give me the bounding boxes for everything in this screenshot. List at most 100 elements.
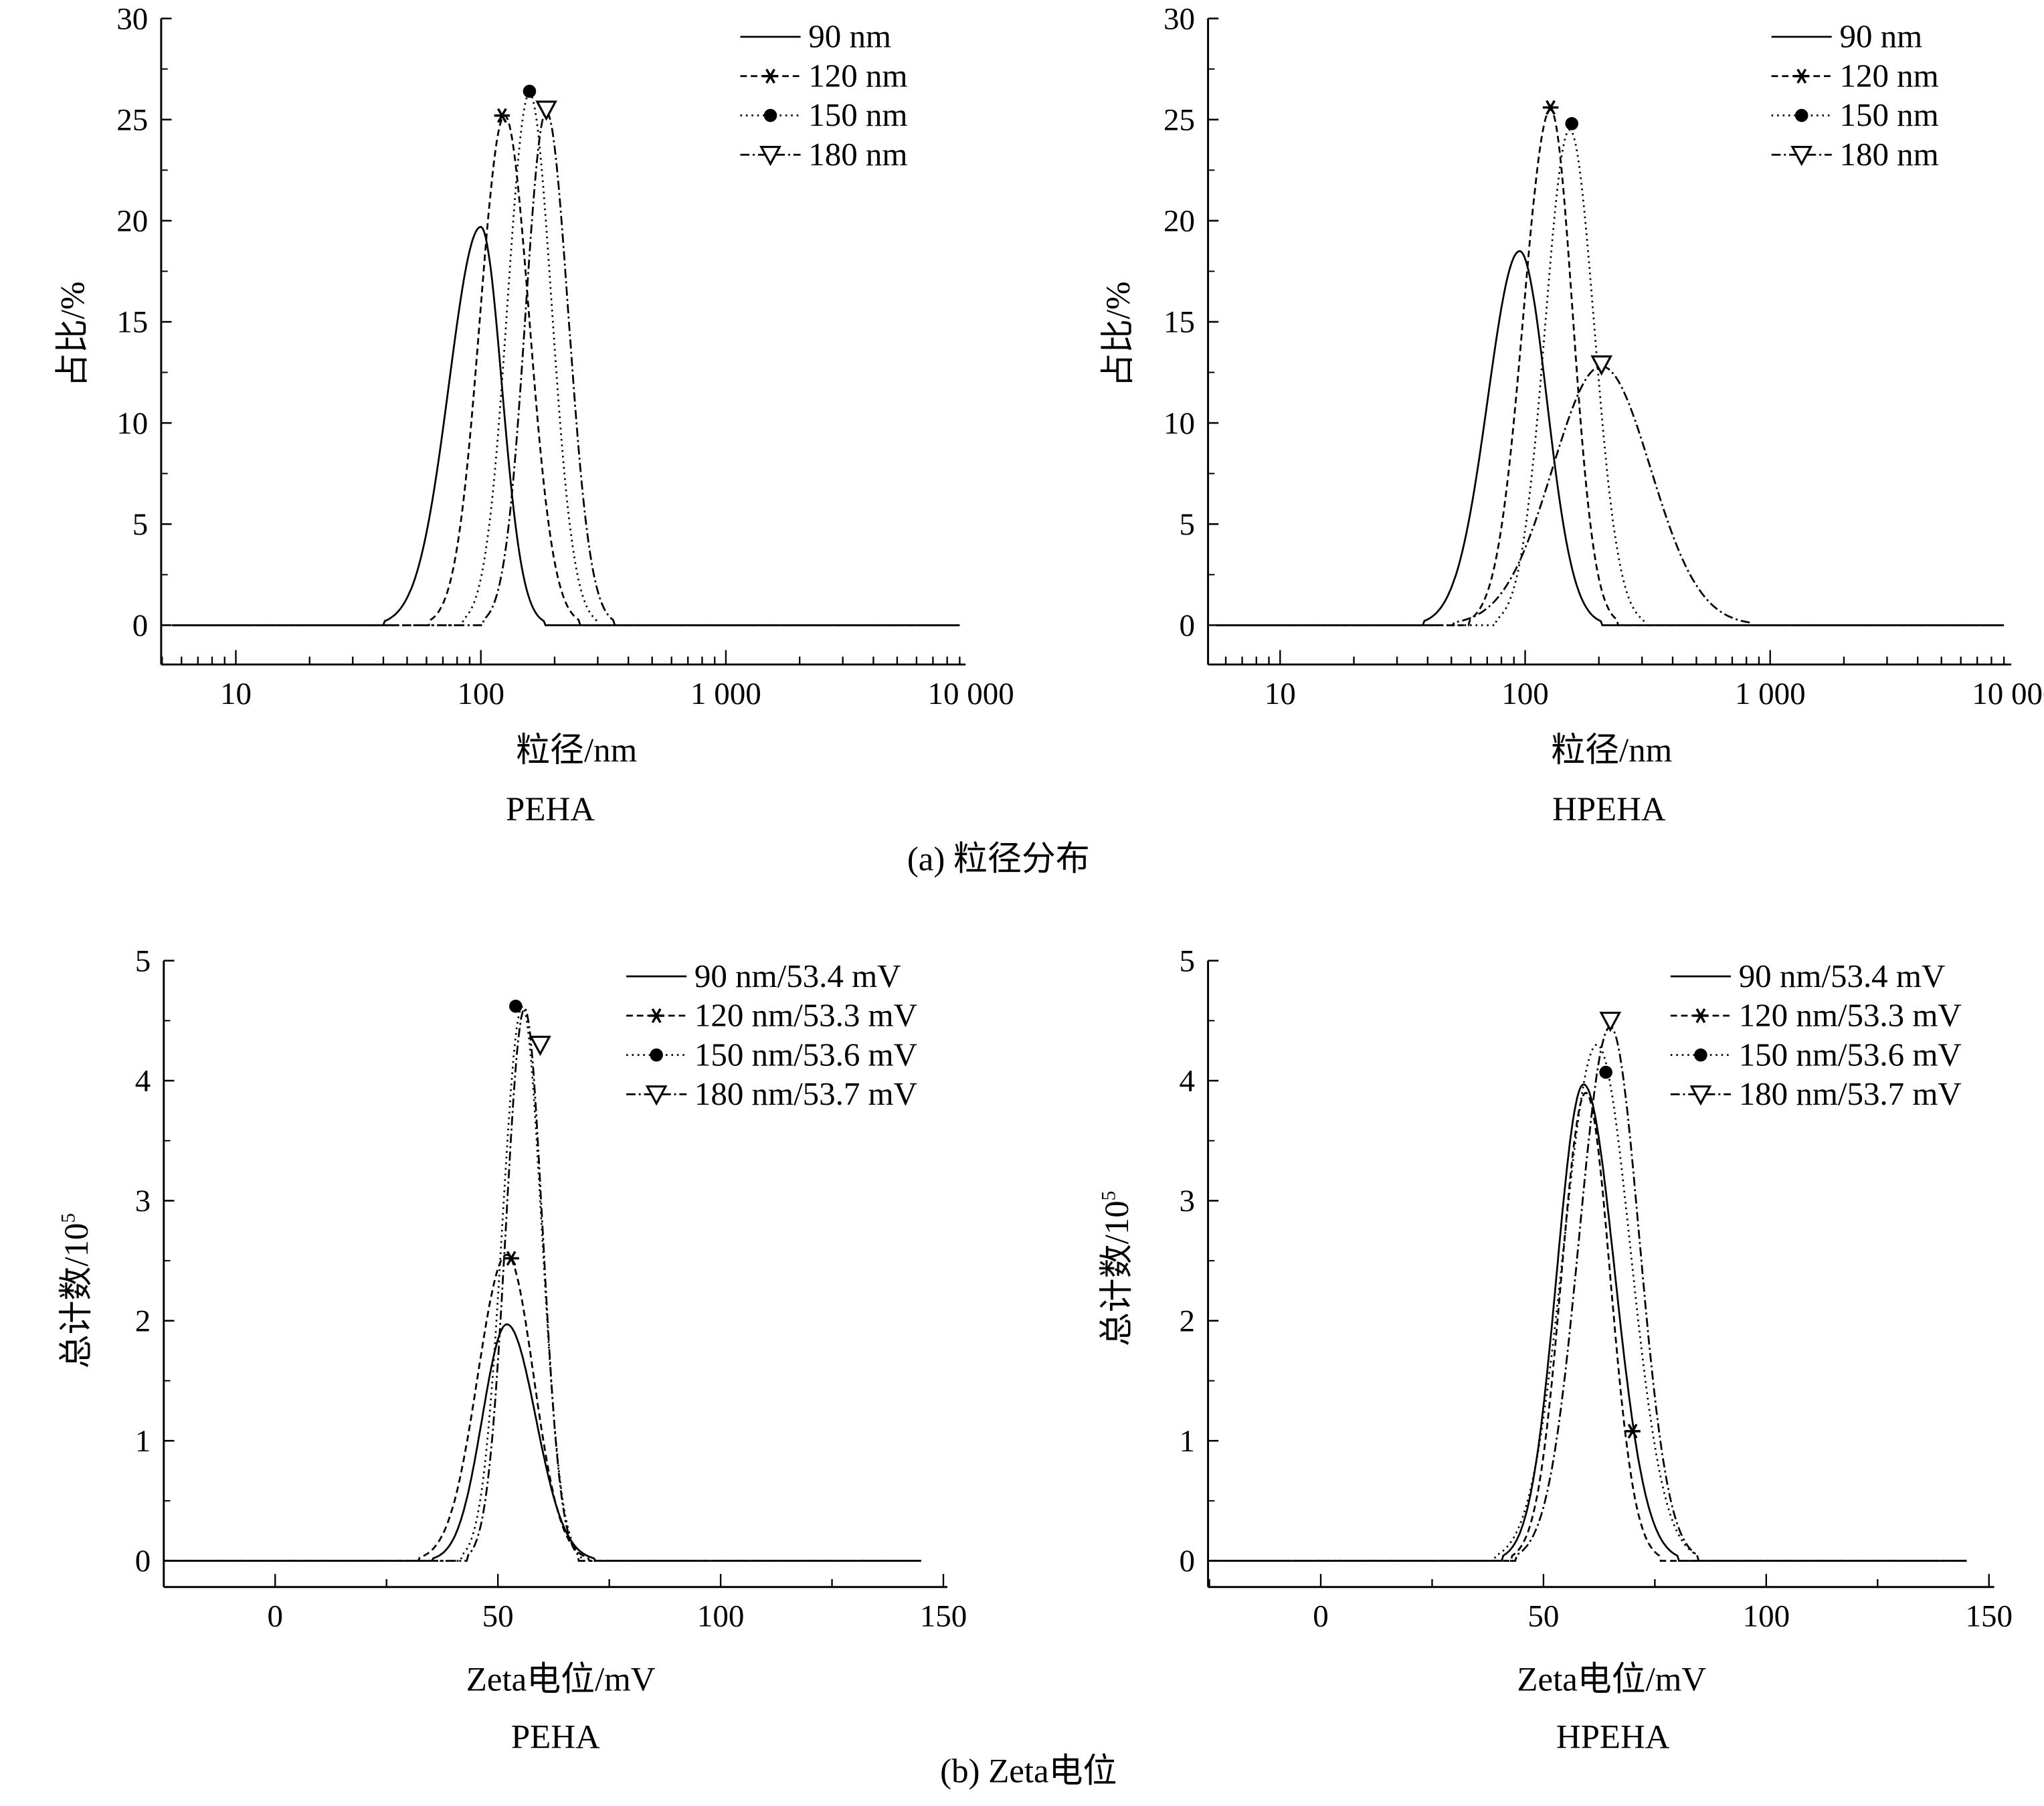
- legend-label: 180 nm: [1840, 136, 1939, 173]
- y-tick-label: 3: [135, 1184, 151, 1218]
- legend-item: 90 nm/53.4 mV: [1670, 958, 1945, 994]
- legend-label: 150 nm: [1840, 96, 1939, 133]
- y-tick-label: 0: [135, 1544, 151, 1578]
- x-tick-label: 10 000: [928, 676, 1014, 711]
- y-axis-label-main: 总计数/10: [1099, 1200, 1136, 1346]
- star-marker-stroke: [1627, 1423, 1638, 1439]
- legend-item: 180 nm/53.7 mV: [626, 1075, 917, 1112]
- y-tick-label: 5: [135, 943, 151, 978]
- star-marker-stroke: [765, 68, 775, 84]
- circle-marker: [1694, 1048, 1707, 1062]
- circle-marker: [1565, 116, 1578, 130]
- series-line: [163, 1323, 921, 1562]
- y-tick-label: 0: [132, 608, 149, 643]
- y-axis-label: 占比/%: [1100, 281, 1137, 387]
- x-tick-label: 1 000: [1735, 676, 1806, 711]
- y-tick-label: 3: [1180, 1184, 1196, 1218]
- y-tick-label: 15: [1164, 305, 1195, 340]
- star-marker: [1624, 1423, 1641, 1439]
- y-tick-label: 10: [1164, 406, 1195, 441]
- y-tick-label: 20: [116, 204, 148, 239]
- x-tick-label: 0: [268, 1599, 284, 1634]
- chart-size-peha: 0 5 10 15 20 25 30 10 100 1 000 10 000 粒径/nm PEHA 占比/…: [54, 1, 1014, 828]
- legend-item: 180 nm/53.7 mV: [1670, 1075, 1962, 1112]
- triangle-marker: [645, 1085, 668, 1106]
- triangle-marker: [1599, 1012, 1622, 1032]
- series-3: [172, 100, 960, 626]
- star-marker-stroke: [651, 1008, 662, 1023]
- chart-size-hpeha: 0 5 10 15 20 25 30 10 100 1 000 10 000 粒径/nm HPEHA 占比…: [1100, 1, 2044, 828]
- circle-marker: [1599, 1065, 1612, 1079]
- x-tick-label: 100: [1743, 1599, 1790, 1634]
- triangle-marker: [1790, 145, 1813, 167]
- legend-label: 90 nm: [1840, 18, 1923, 55]
- circle-marker: [763, 108, 777, 122]
- series-1: [163, 1251, 921, 1562]
- y-tick-label: 0: [1180, 1544, 1196, 1578]
- y-tick-label: 1: [135, 1424, 151, 1459]
- x-tick-label: 10: [1265, 676, 1296, 711]
- circle-marker: [650, 1048, 663, 1062]
- y-tick-label: 2: [135, 1303, 151, 1338]
- series-line: [163, 1253, 921, 1562]
- y-tick-label: 4: [1180, 1064, 1196, 1099]
- star-marker: [1693, 1008, 1709, 1023]
- series-line: [1216, 108, 2005, 626]
- x-axis-label: 粒径/nm: [1551, 732, 1672, 770]
- y-axis-label: 占比/%: [54, 281, 92, 387]
- legend-label: 150 nm/53.6 mV: [694, 1036, 917, 1073]
- series-1: [172, 108, 960, 626]
- x-axis-label: Zeta电位/mV: [1517, 1661, 1706, 1698]
- y-tick-label: 10: [116, 406, 148, 441]
- triangle-marker: [535, 100, 557, 121]
- legend-item: 150 nm/53.6 mV: [1670, 1036, 1962, 1073]
- legend-label: 120 nm: [808, 57, 907, 94]
- y-axis-label-main: 占比/%: [54, 281, 92, 387]
- series-line: [163, 1005, 921, 1562]
- legend-label: 120 nm/53.3 mV: [694, 997, 917, 1034]
- y-axis-label: 总计数/105: [1099, 1191, 1137, 1346]
- legend-label: 120 nm: [1840, 57, 1939, 94]
- y-tick-label: 25: [1164, 102, 1195, 137]
- chart-title: HPEHA: [1556, 1719, 1670, 1756]
- y-axis-label-superscript: 5: [1099, 1191, 1120, 1201]
- legend-item: 150 nm: [1771, 96, 1939, 133]
- legend-label: 150 nm/53.6 mV: [1739, 1036, 1962, 1073]
- y-tick-label: 2: [1180, 1303, 1196, 1338]
- series-line: [1209, 1083, 1967, 1562]
- y-tick-label: 1: [1180, 1424, 1196, 1459]
- legend-item: 150 nm: [740, 96, 907, 133]
- legend-label: 90 nm: [808, 18, 891, 55]
- y-tick-label: 5: [132, 507, 149, 542]
- star-marker-stroke: [1695, 1008, 1706, 1023]
- caption-b: (b) Zeta电位: [940, 1753, 1117, 1791]
- series-line: [172, 92, 960, 626]
- legend-item: 120 nm: [1771, 57, 1939, 94]
- series-1: [1209, 1091, 1967, 1562]
- y-tick-label: 5: [1180, 943, 1196, 978]
- legend-item: 180 nm: [740, 136, 907, 173]
- star-marker-stroke: [506, 1251, 517, 1266]
- y-tick-label: 30: [1164, 1, 1195, 36]
- y-axis-label-main: 占比/%: [1100, 281, 1137, 387]
- star-marker-stroke: [1796, 68, 1807, 84]
- legend-label: 150 nm: [808, 96, 907, 133]
- star-marker: [762, 68, 779, 84]
- legend-item: 120 nm/53.3 mV: [626, 997, 917, 1034]
- legend-label: 120 nm/53.3 mV: [1739, 997, 1962, 1034]
- legend-item: 120 nm: [740, 57, 907, 94]
- star-marker: [494, 108, 510, 123]
- legend-item: 150 nm/53.6 mV: [626, 1036, 917, 1073]
- legend-label: 180 nm/53.7 mV: [694, 1075, 917, 1112]
- series-line: [1209, 1025, 1967, 1562]
- star-marker-stroke: [496, 108, 507, 123]
- legend-item: 180 nm: [1771, 136, 1939, 173]
- legend-item: 90 nm/53.4 mV: [626, 958, 901, 994]
- star-marker: [1793, 68, 1810, 84]
- y-tick-label: 30: [116, 1, 148, 36]
- legend-label: 180 nm/53.7 mV: [1739, 1075, 1962, 1112]
- chart-title: PEHA: [506, 791, 595, 828]
- series-line: [1216, 365, 2005, 626]
